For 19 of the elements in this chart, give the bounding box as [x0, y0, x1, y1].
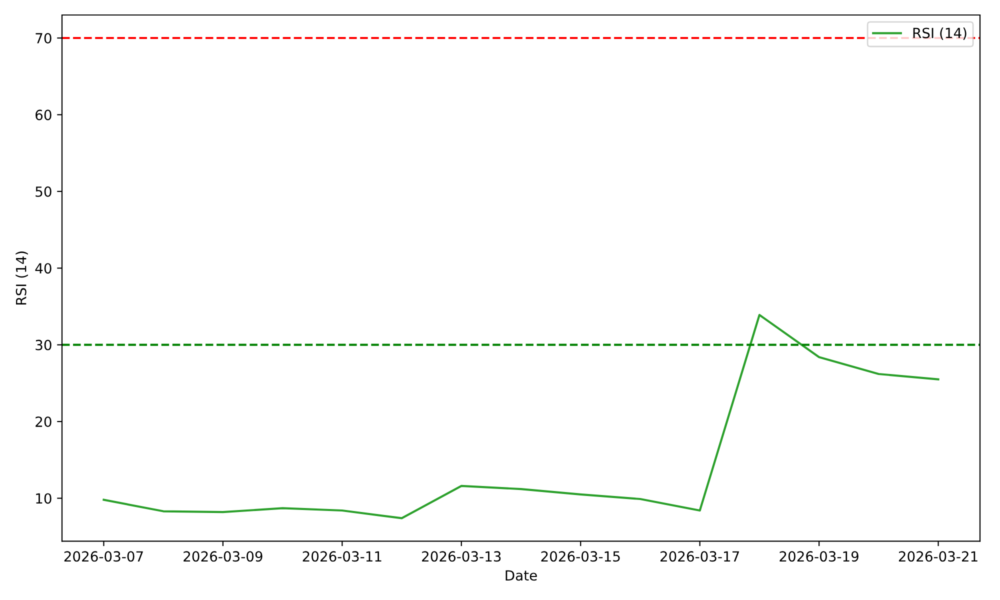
legend-label: RSI (14)	[913, 28, 966, 40]
y-tick-label: 10	[36, 493, 52, 504]
x-tick-label: 2026-03-11	[302, 551, 382, 562]
y-tick-label: 50	[36, 186, 52, 197]
line-series	[102, 314, 940, 520]
x-tick-label: 2026-03-21	[898, 551, 978, 562]
x-tick-label: 2026-03-07	[64, 551, 143, 562]
y-tick-label: 70	[36, 32, 52, 44]
y-tick-label: 30	[36, 340, 52, 350]
y-tick-label: 40	[35, 263, 52, 274]
y-tick-label: 20	[36, 416, 52, 428]
y-axis-title: RSI (14)	[16, 252, 28, 304]
x-tick-label: 2026-03-09	[184, 551, 262, 562]
x-tick-label: 2026-03-19	[780, 551, 858, 562]
x-tick-label: 2026-03-13	[422, 551, 501, 562]
x-tick-label: 2026-03-17	[660, 551, 739, 562]
x-tick-label: 2026-03-15	[541, 551, 620, 562]
x-axis-title: Date	[506, 570, 537, 581]
y-tick-label: 60	[36, 110, 52, 120]
